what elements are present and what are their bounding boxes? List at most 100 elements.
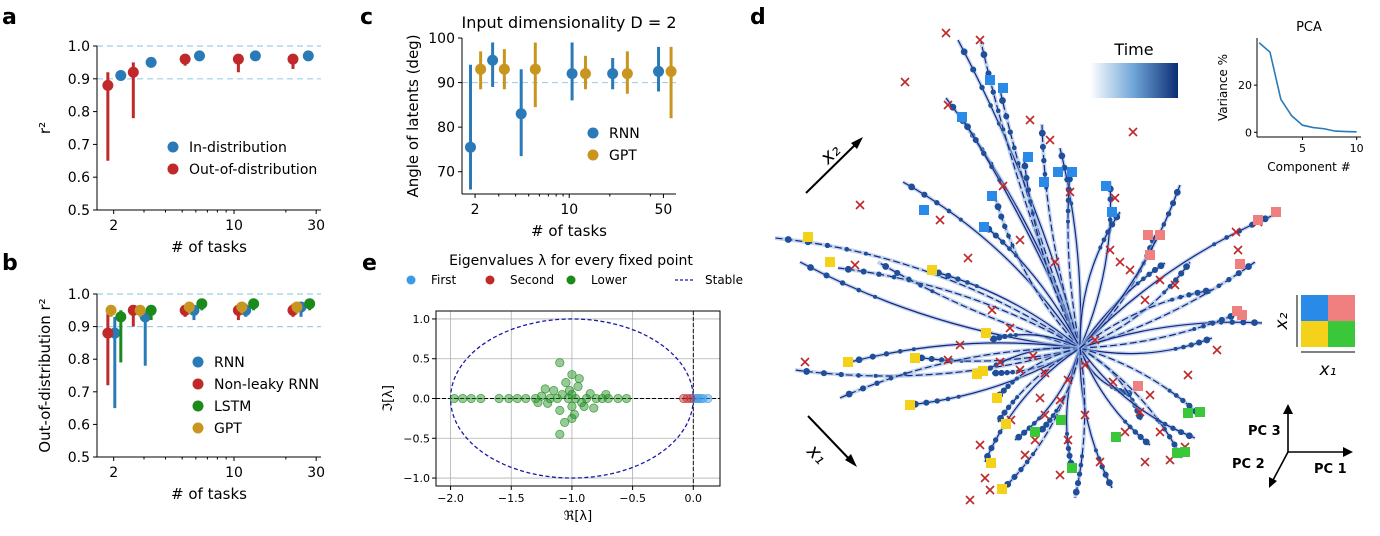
y-tick-label: 0.5 [68, 203, 90, 219]
y-tick-label: 1.0 [68, 287, 90, 303]
trajectory-point [1015, 395, 1020, 400]
trajectory-point [807, 264, 814, 271]
trajectory-line [902, 181, 1081, 349]
pc3-label: PC 3 [1248, 424, 1281, 439]
panel-a: a 0.5 0.6 0.7 0.8 0.9 1.0 2 10 30 # of tasks r² In-… [2, 5, 325, 256]
data-point [291, 301, 303, 313]
legend-marker [192, 356, 204, 368]
trajectory-point [1007, 333, 1013, 338]
trajectory-line [1079, 181, 1112, 349]
trajectory-point [1162, 421, 1168, 427]
trajectory-point [992, 369, 1000, 377]
data-point [555, 405, 565, 415]
y-tick-label: 1.0 [68, 39, 90, 55]
panel-letter-e: e [362, 251, 377, 276]
pca-line [1258, 42, 1357, 133]
fixed-point-cross [1045, 135, 1055, 145]
trajectory-point [1135, 281, 1140, 286]
fixed-point-cross [998, 181, 1008, 191]
trajectory-point [1039, 143, 1047, 150]
trajectory-point [1218, 316, 1225, 323]
data-point [515, 108, 527, 120]
legend-label: First [431, 273, 457, 287]
chart-title: Eigenvalues λ for every fixed point [449, 253, 693, 269]
data-point [601, 389, 611, 400]
trajectory-point [1224, 235, 1230, 240]
trajectory-point [1132, 429, 1139, 435]
data-point [115, 70, 127, 82]
trajectory-point [1102, 471, 1109, 478]
data-point [287, 53, 299, 65]
trajectory-point [1170, 297, 1175, 302]
x-tick-label: 10 [225, 218, 243, 234]
legend-label: GPT [214, 421, 242, 437]
trajectory-point [908, 183, 916, 191]
x-tick-label: −1.5 [498, 492, 525, 505]
fixed-point-cross [855, 200, 865, 210]
fixed-point-cross [975, 35, 985, 45]
x-tick-label: 50 [654, 202, 672, 218]
trajectory-line [837, 267, 1081, 349]
legend-marker [192, 422, 204, 434]
y-tick-label: 0.5 [68, 450, 90, 466]
legend-label: Out-of-distribution [189, 162, 317, 178]
legend-label: In-distribution [189, 140, 287, 156]
trajectory-point [958, 217, 963, 222]
x-axis-label: ℜ[λ] [564, 509, 592, 524]
data-point [567, 370, 577, 380]
pca-y-tick-label: 20 [1238, 79, 1252, 92]
trajectory-point [918, 282, 923, 288]
trajectory-point [970, 66, 977, 73]
initial-condition-square [997, 484, 1007, 494]
chart-c: 70 80 90 100 2 10 50 # of tasks Angle of latents… [404, 13, 677, 240]
trajectory-point [844, 246, 850, 252]
trajectory-point [1105, 229, 1111, 235]
legend-marker [167, 141, 179, 153]
trajectory-point [882, 263, 890, 270]
trajectory-point [980, 51, 988, 58]
x-axis-label: # of tasks [531, 222, 607, 240]
trajectory-point [897, 349, 903, 354]
fixed-point-cross [955, 340, 965, 350]
trajectory-point [1161, 222, 1167, 227]
trajectory-point [981, 150, 987, 157]
trajectory-point [820, 370, 827, 377]
trajectory-point [1185, 432, 1193, 440]
trajectory-point [974, 284, 979, 289]
panel-letter-a: a [2, 5, 17, 30]
data-point [145, 304, 157, 316]
data-point [134, 304, 146, 316]
trajectory-point [869, 353, 876, 360]
trajectory-point [1127, 393, 1132, 398]
initial-condition-square [985, 75, 995, 85]
trajectory-point [1123, 419, 1128, 424]
fixed-point-cross [980, 473, 990, 483]
initial-condition-square [1067, 167, 1077, 177]
fixed-point-cross [1115, 257, 1125, 267]
x-tick-label: 2 [109, 218, 118, 234]
trajectory-point [1007, 129, 1013, 135]
trajectory-point [839, 280, 846, 286]
fixed-point-cross [1030, 435, 1040, 445]
trajectory-point [987, 365, 994, 371]
data-point [574, 374, 584, 384]
fixed-point-cross [935, 215, 945, 225]
initial-condition-square [1235, 259, 1245, 269]
trajectory-line [794, 347, 1081, 377]
quadrant-yellow [1301, 321, 1328, 347]
data-point [302, 50, 314, 62]
trajectory-point [946, 208, 952, 214]
chart-e: Eigenvalues λ for every fixed point First… [381, 253, 743, 524]
data-point [466, 393, 476, 404]
x-tick-label: 0.0 [685, 492, 703, 505]
trajectory-point [1031, 420, 1037, 426]
trajectory-point [1171, 441, 1178, 448]
y-tick-label: 0.8 [68, 352, 90, 368]
trajectory-point [1010, 399, 1016, 405]
trajectory-point [1023, 174, 1030, 181]
initial-condition-square [1067, 463, 1077, 473]
legend-label: Non-leaky RNN [214, 377, 319, 393]
fixed-point-markers [800, 28, 1263, 505]
data-point [487, 54, 499, 66]
trajectory-point [1078, 462, 1084, 468]
